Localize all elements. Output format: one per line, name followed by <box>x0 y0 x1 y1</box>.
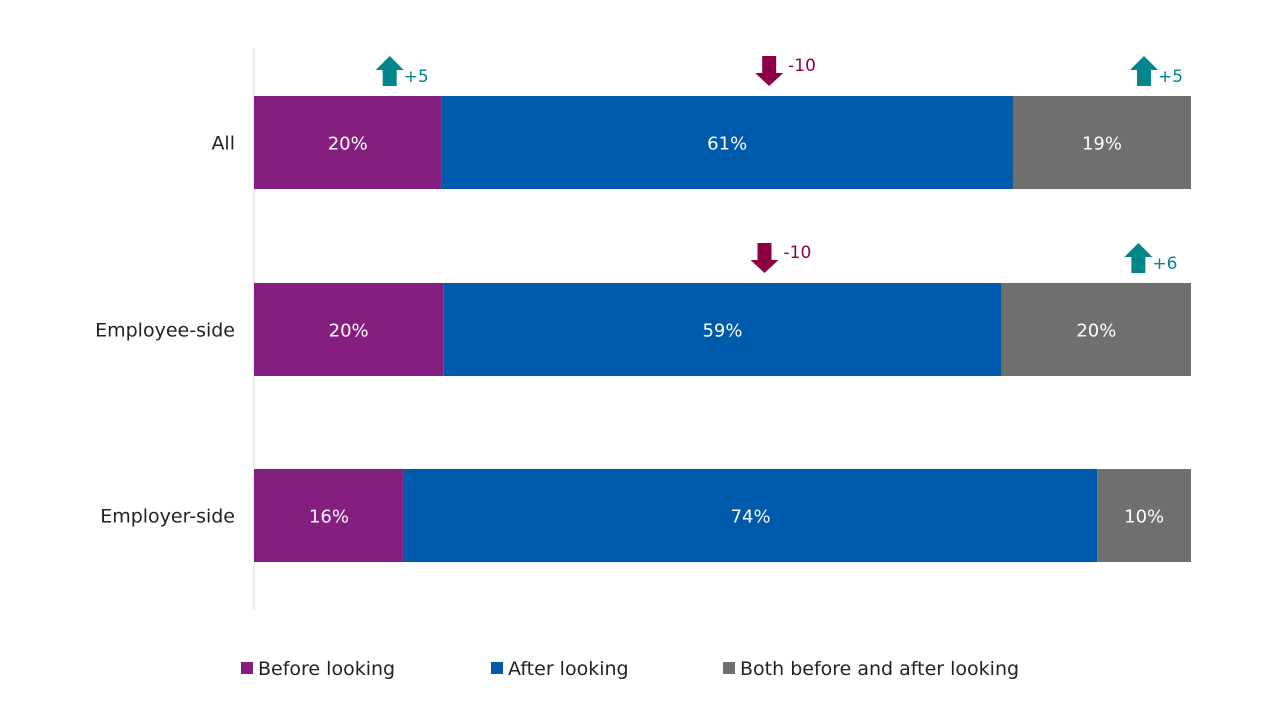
arrow-down-icon <box>750 243 779 273</box>
category-label: Employer-side <box>100 506 235 528</box>
legend-item: Before looking <box>241 658 395 680</box>
change-annotation: +5 <box>1158 67 1183 87</box>
data-label: 20% <box>1076 321 1116 342</box>
legend-label: After looking <box>508 658 629 680</box>
data-label: 74% <box>731 507 771 528</box>
category-label: All <box>211 133 235 155</box>
legend-label: Both before and after looking <box>740 658 1019 680</box>
change-annotation: -10 <box>784 243 812 263</box>
data-label: 20% <box>328 134 368 155</box>
bar-segment <box>441 96 1013 189</box>
bar-segment <box>443 283 1002 376</box>
category-label: Employee-side <box>95 320 235 342</box>
legend-item: Both before and after looking <box>723 658 1019 680</box>
bar-segment <box>1012 96 1191 189</box>
bar-segment <box>403 469 1098 562</box>
bar-segment <box>1001 283 1191 376</box>
legend-swatch <box>241 662 253 674</box>
data-label: 10% <box>1124 507 1164 528</box>
data-label: 61% <box>707 134 747 155</box>
data-label: 16% <box>309 507 349 528</box>
arrow-up-icon <box>1124 243 1153 273</box>
data-label: 20% <box>329 321 369 342</box>
bar-segment <box>1097 469 1191 562</box>
arrow-up-icon <box>375 56 404 86</box>
data-label: 59% <box>702 321 742 342</box>
legend-swatch <box>491 662 503 674</box>
legend-item: After looking <box>491 658 629 680</box>
bar-segment <box>254 283 444 376</box>
bar-segment <box>254 469 404 562</box>
arrow-down-icon <box>755 56 784 86</box>
data-label: 19% <box>1082 134 1122 155</box>
legend-swatch <box>723 662 735 674</box>
legend-label: Before looking <box>258 658 395 680</box>
bar-segment <box>254 96 442 189</box>
change-annotation: +6 <box>1152 254 1177 274</box>
change-annotation: -10 <box>788 56 816 76</box>
change-annotation: +5 <box>404 67 429 87</box>
arrow-up-icon <box>1129 56 1158 86</box>
